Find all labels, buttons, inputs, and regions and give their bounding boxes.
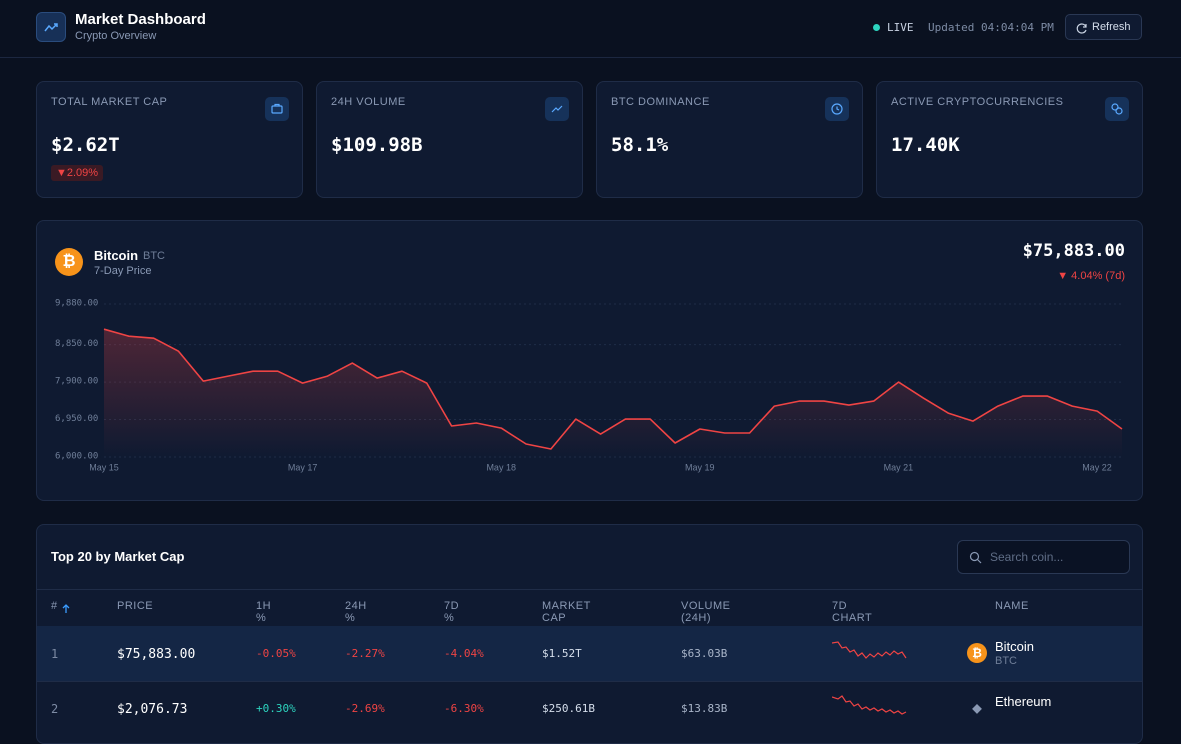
- coin-symbol: BTC: [143, 250, 165, 262]
- y-tick-label: 7,900.00: [55, 377, 98, 387]
- cell-price: $75,883.00: [117, 647, 196, 662]
- stat-icon: [265, 97, 289, 121]
- sparkline: [831, 639, 908, 666]
- stat-icon: [1105, 97, 1129, 121]
- stat-value: 58.1%: [611, 134, 669, 156]
- price-chart: 6,000.00 6,950.00 7,900.00 8,850.00 9,880.00…: [55, 299, 1123, 472]
- coin-name: Bitcoin: [995, 639, 1035, 654]
- stat-icon: [545, 97, 569, 121]
- x-tick-label: May 17: [288, 462, 318, 472]
- header: Market Dashboard Crypto Overview LIVE Up…: [0, 0, 1181, 58]
- stat-label: TOTAL MARKET CAP: [51, 96, 168, 108]
- column-header: #: [51, 600, 58, 612]
- stat-card: 24H VOLUME $109.98B: [316, 81, 583, 198]
- column-header: 7D %: [444, 600, 460, 624]
- column-header: PRICE: [117, 600, 154, 612]
- x-tick-label: May 15: [89, 462, 119, 472]
- coin-price: $75,883.00: [1022, 241, 1125, 261]
- y-tick-label: 9,880.00: [55, 299, 98, 309]
- column-header: 1H %: [256, 600, 272, 624]
- logo: [36, 12, 66, 42]
- live-dot: [873, 24, 880, 31]
- y-tick-label: 6,950.00: [55, 414, 98, 424]
- app-subtitle: Crypto Overview: [75, 30, 157, 42]
- y-tick-label: 6,000.00: [55, 452, 98, 462]
- refresh-label: Refresh: [1092, 21, 1131, 33]
- search-placeholder: Search coin...: [990, 550, 1064, 564]
- cell-market-cap: $250.61B: [542, 702, 595, 715]
- coin-icon: ₿: [55, 248, 83, 276]
- cell-h1: +0.30%: [256, 702, 296, 715]
- cell-rank: 1: [51, 647, 59, 661]
- table-title: Top 20 by Market Cap: [51, 549, 185, 564]
- coin-name: Ethereum: [995, 694, 1052, 709]
- live-status: LIVE: [887, 21, 914, 34]
- stat-value: $2.62T: [51, 134, 120, 156]
- x-tick-label: May 22: [1082, 462, 1112, 472]
- stat-card: TOTAL MARKET CAP $2.62T ▼2.09%: [36, 81, 303, 198]
- coin-name: Bitcoin: [94, 248, 139, 263]
- cell-d7: -6.30%: [444, 702, 484, 715]
- cell-d7: -4.04%: [444, 647, 484, 660]
- column-header: 7D CHART: [832, 600, 873, 624]
- coin-icon: ₿: [967, 643, 987, 663]
- x-tick-label: May 18: [486, 462, 516, 472]
- y-tick-label: 8,850.00: [55, 339, 98, 349]
- cell-h24: -2.27%: [345, 647, 385, 660]
- search-box[interactable]: Search coin...: [957, 540, 1130, 574]
- column-header: 24H %: [345, 600, 367, 624]
- x-tick-label: May 19: [685, 462, 715, 472]
- refresh-button[interactable]: Refresh: [1065, 14, 1142, 40]
- stat-card: BTC DOMINANCE 58.1%: [596, 81, 863, 198]
- cell-volume: $63.03B: [681, 647, 728, 660]
- column-header: VOLUME (24H): [681, 600, 731, 624]
- sort-arrow: [62, 601, 70, 619]
- stat-label: ACTIVE CRYPTOCURRENCIES: [891, 96, 1064, 108]
- coin-icon: ◆: [972, 701, 982, 715]
- price-chart-card: ₿ Bitcoin BTC 7-Day Price $75,883.00 ▼ 4…: [36, 220, 1143, 501]
- updated-time: Updated 04:04:04 PM: [928, 21, 1054, 34]
- line: [103, 328, 1123, 450]
- area: [104, 329, 1122, 457]
- cell-h1: -0.05%: [256, 647, 296, 660]
- column-header: NAME: [995, 600, 1029, 612]
- cell-h24: -2.69%: [345, 702, 385, 715]
- stat-label: 24H VOLUME: [331, 96, 406, 108]
- stat-value: $109.98B: [331, 134, 423, 156]
- row-highlight: [37, 626, 1142, 681]
- stat-change: ▼2.09%: [51, 165, 104, 181]
- coin-change: ▼ 4.04% (7d): [1057, 270, 1125, 282]
- app-title: Market Dashboard: [75, 11, 206, 28]
- stat-card: ACTIVE CRYPTOCURRENCIES 17.40K: [876, 81, 1143, 198]
- cell-volume: $13.83B: [681, 702, 728, 715]
- stat-icon: [825, 97, 849, 121]
- sparkline: [831, 694, 908, 721]
- chart-caption: 7-Day Price: [94, 265, 152, 277]
- table-card: Top 20 by Market Cap Search coin...: [36, 524, 1143, 744]
- coin-symbol: BTC: [995, 655, 1017, 667]
- stat-value: 17.40K: [891, 134, 960, 156]
- x-tick-label: May 21: [884, 462, 914, 472]
- stat-label: BTC DOMINANCE: [611, 96, 710, 108]
- cell-market-cap: $1.52T: [542, 647, 582, 660]
- cell-rank: 2: [51, 702, 59, 716]
- column-header: MARKET CAP: [542, 600, 591, 624]
